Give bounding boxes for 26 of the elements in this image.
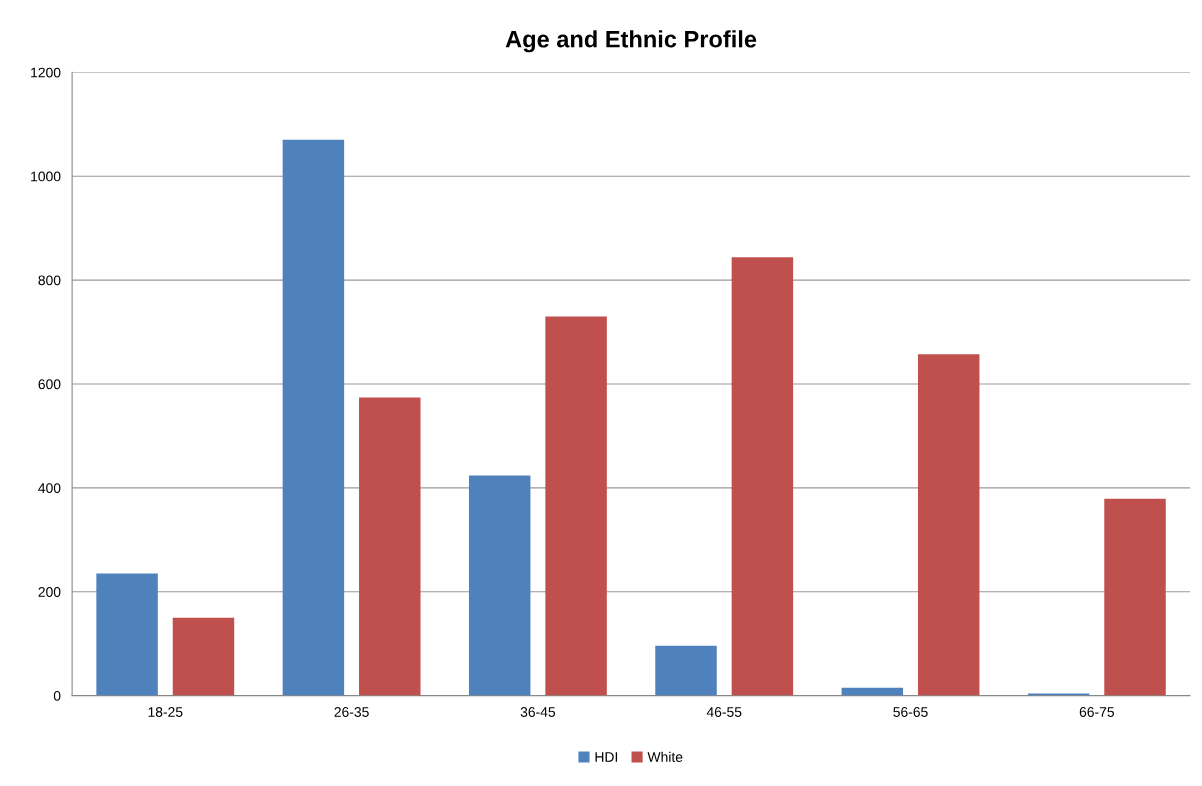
- bar: [359, 397, 421, 696]
- x-tick-label: 18-25: [148, 707, 183, 717]
- bar: [96, 573, 158, 696]
- bar: [731, 257, 794, 696]
- y-tick-label: 800: [38, 275, 61, 286]
- bar: [655, 645, 717, 696]
- y-tick-label: 1200: [31, 67, 61, 78]
- bar: [468, 475, 531, 696]
- bar: [917, 354, 980, 696]
- y-tick-label: 600: [38, 379, 61, 390]
- legend-label: HDI: [595, 752, 618, 762]
- y-tick-label: 0: [53, 690, 61, 701]
- y-tick-label: 400: [38, 483, 61, 494]
- bar: [545, 316, 607, 696]
- legend-label: White: [647, 751, 683, 762]
- x-tick-label: 36-45: [520, 707, 556, 717]
- bar: [172, 617, 235, 696]
- x-tick-label: 26-35: [334, 707, 369, 717]
- y-tick-label: 200: [38, 587, 61, 597]
- bar: [1104, 498, 1166, 696]
- x-tick-label: 46-55: [706, 707, 742, 717]
- x-tick-label: 56-65: [893, 707, 928, 717]
- bar: [282, 139, 345, 696]
- x-tick-label: 66-75: [1079, 707, 1115, 717]
- y-tick-label: 1000: [31, 171, 61, 182]
- chart-title: Age and Ethnic Profile: [505, 30, 757, 53]
